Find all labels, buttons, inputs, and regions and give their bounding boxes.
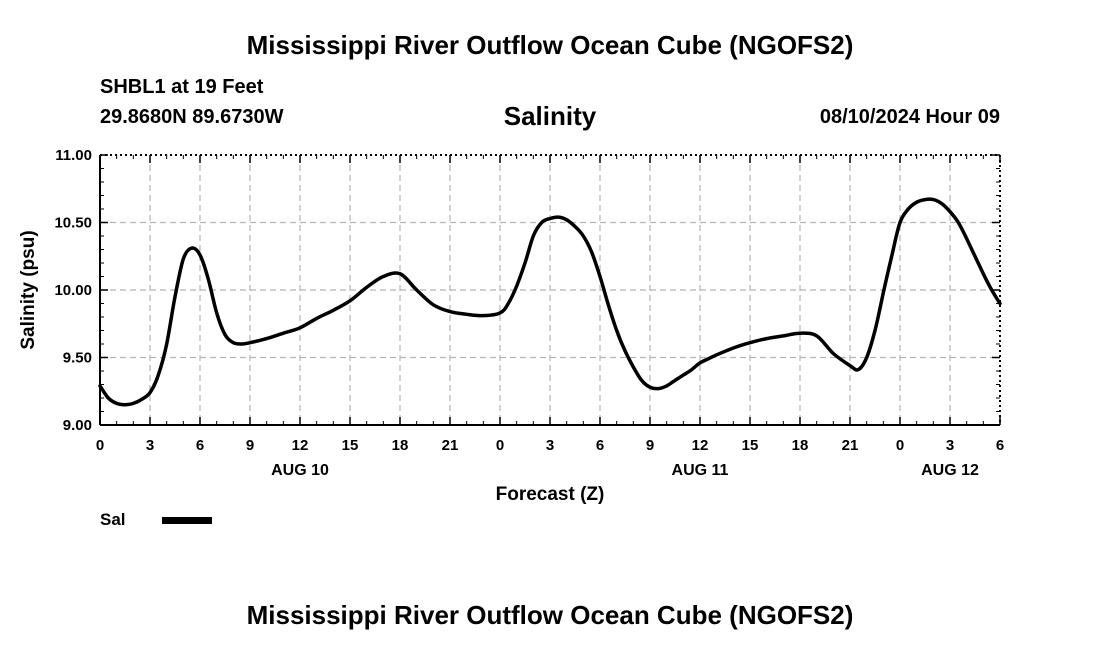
x-tick-label: 6 <box>596 437 604 454</box>
x-tick-label: 0 <box>496 437 504 454</box>
x-tick-label: 21 <box>842 437 859 454</box>
x-tick-label: 6 <box>996 437 1004 454</box>
x-tick-label: 18 <box>792 437 809 454</box>
x-tick-label: 3 <box>946 437 954 454</box>
x-tick-label: 3 <box>546 437 554 454</box>
footer-title: Mississippi River Outflow Ocean Cube (NG… <box>0 600 1100 631</box>
x-tick-label: 0 <box>96 437 104 454</box>
salinity-chart: 0 3 6 9 12 15 18 21 0 3 6 9 12 15 18 21 0 3 6 9.00 9.50 10.00… <box>0 0 1100 650</box>
x-tick-label: 9 <box>246 437 254 454</box>
y-tick-label: 9.50 <box>63 350 92 367</box>
x-tick-label: 3 <box>146 437 154 454</box>
y-tick-label: 10.00 <box>54 282 92 299</box>
x-tick-label: 0 <box>896 437 904 454</box>
x-tick-label: 12 <box>692 437 709 454</box>
y-axis-title: Salinity (psu) <box>18 230 39 349</box>
x-axis-title: Forecast (Z) <box>496 484 605 505</box>
x-tick-label: 15 <box>742 437 759 454</box>
x-tick-label: 6 <box>196 437 204 454</box>
day-label: AUG 11 <box>672 462 729 479</box>
x-tick-label: 15 <box>342 437 359 454</box>
x-tick-label: 12 <box>292 437 309 454</box>
x-tick-label: 18 <box>392 437 409 454</box>
y-tick-label: 9.00 <box>63 417 92 434</box>
day-label: AUG 10 <box>271 462 329 479</box>
y-tick-label: 11.00 <box>55 147 92 164</box>
x-tick-label: 9 <box>646 437 654 454</box>
y-tick-label: 10.50 <box>54 215 92 232</box>
x-tick-label: 21 <box>442 437 459 454</box>
legend-label: Sal <box>100 510 126 530</box>
day-label: AUG 12 <box>921 462 979 479</box>
legend-swatch <box>162 517 212 524</box>
